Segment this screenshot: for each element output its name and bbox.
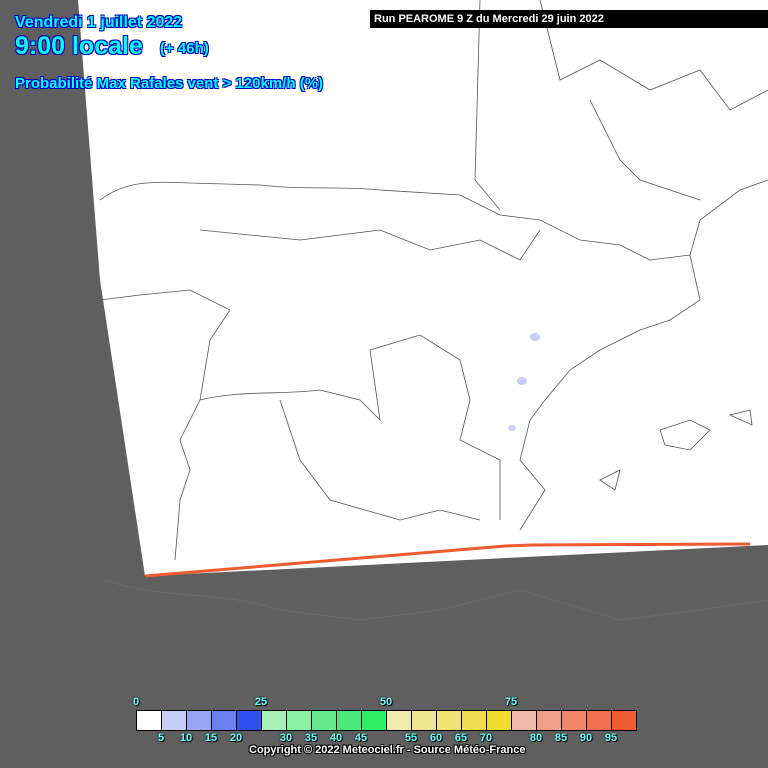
parameter-title: Probabilité Max Rafales vent > 120km/h (… bbox=[15, 75, 324, 92]
legend-label-top: 25 bbox=[254, 696, 268, 708]
legend-swatch bbox=[562, 711, 587, 730]
legend-label-bottom: 45 bbox=[354, 732, 368, 744]
legend-label-bottom: 40 bbox=[329, 732, 343, 744]
color-scale-legend bbox=[136, 710, 637, 731]
forecast-date: Vendredi 1 juillet 2022 bbox=[15, 14, 183, 31]
forecast-time: 9:00 locale bbox=[15, 32, 143, 60]
legend-swatch bbox=[437, 711, 462, 730]
copyright: Copyright © 2022 Meteociel.fr - Source M… bbox=[249, 744, 526, 756]
legend-swatch bbox=[187, 711, 212, 730]
legend-label-bottom: 80 bbox=[529, 732, 543, 744]
legend-swatch bbox=[337, 711, 362, 730]
lead-time: (+ 46h) bbox=[160, 40, 209, 57]
legend-swatch bbox=[387, 711, 412, 730]
legend-label-top: 0 bbox=[132, 696, 140, 708]
legend-label-bottom: 15 bbox=[204, 732, 218, 744]
legend-label-bottom: 95 bbox=[604, 732, 618, 744]
legend-swatch bbox=[487, 711, 512, 730]
legend-label-bottom: 65 bbox=[454, 732, 468, 744]
legend-swatch bbox=[162, 711, 187, 730]
legend-label-top: 50 bbox=[379, 696, 393, 708]
legend-swatch bbox=[537, 711, 562, 730]
legend-swatch bbox=[287, 711, 312, 730]
legend-swatch bbox=[412, 711, 437, 730]
forecast-domain bbox=[78, 0, 768, 576]
legend-label-bottom: 60 bbox=[429, 732, 443, 744]
legend-swatch bbox=[312, 711, 337, 730]
legend-label-bottom: 90 bbox=[579, 732, 593, 744]
domain-edge-line bbox=[144, 542, 751, 578]
legend-swatch bbox=[237, 711, 262, 730]
legend-label-bottom: 70 bbox=[479, 732, 493, 744]
legend-label-bottom: 10 bbox=[179, 732, 193, 744]
legend-label-bottom: 30 bbox=[279, 732, 293, 744]
legend-label-bottom: 85 bbox=[554, 732, 568, 744]
legend-label-bottom: 55 bbox=[404, 732, 418, 744]
run-label: Run PEAROME 9 Z du Mercredi 29 juin 2022 bbox=[370, 10, 768, 28]
legend-label-bottom: 20 bbox=[229, 732, 243, 744]
legend-swatch bbox=[137, 711, 162, 730]
legend-swatch bbox=[587, 711, 612, 730]
legend-swatch bbox=[512, 711, 537, 730]
legend-swatch bbox=[262, 711, 287, 730]
borders bbox=[99, 0, 768, 621]
legend-label-bottom: 35 bbox=[304, 732, 318, 744]
legend-swatch bbox=[612, 711, 636, 730]
legend-swatch bbox=[212, 711, 237, 730]
legend-swatch bbox=[362, 711, 387, 730]
probability-patches bbox=[508, 333, 540, 431]
legend-swatch bbox=[462, 711, 487, 730]
legend-label-top: 75 bbox=[504, 696, 518, 708]
legend-label-bottom: 5 bbox=[157, 732, 165, 744]
